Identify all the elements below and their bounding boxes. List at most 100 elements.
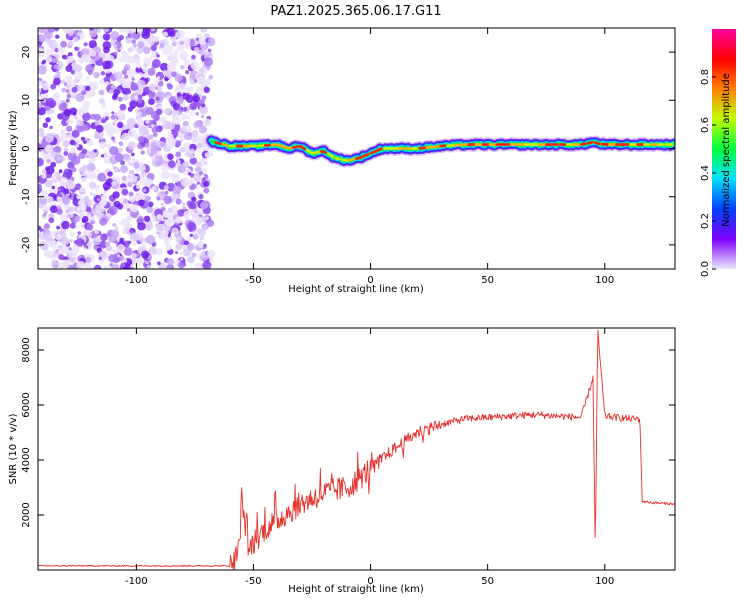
noise-speck — [54, 134, 60, 139]
noise-speck — [193, 46, 200, 53]
noise-speck — [179, 40, 184, 46]
noise-speck — [178, 112, 182, 116]
spectrogram-y-tick-label: 10 — [21, 94, 32, 107]
noise-speck — [121, 218, 130, 227]
ridge-peak — [586, 140, 594, 145]
noise-speck — [189, 208, 195, 215]
noise-speck — [122, 94, 129, 101]
noise-speck — [87, 139, 94, 147]
noise-speck — [164, 77, 169, 82]
noise-speck — [148, 83, 156, 92]
noise-speck — [180, 177, 191, 187]
snr-y-tick-label: 2000 — [21, 502, 32, 527]
noise-speck — [69, 257, 77, 264]
noise-speck — [74, 64, 83, 73]
ridge-peak — [305, 149, 314, 155]
noise-speck — [98, 141, 107, 149]
noise-speck — [71, 86, 78, 93]
noise-speck — [156, 76, 161, 81]
noise-speck — [198, 36, 207, 45]
noise-speck — [130, 264, 134, 268]
noise-speck — [163, 155, 168, 161]
noise-speck — [191, 129, 199, 138]
noise-speck — [197, 240, 205, 248]
noise-speck — [55, 70, 59, 74]
noise-speck — [65, 89, 70, 93]
noise-speck — [102, 60, 111, 70]
noise-speck — [184, 244, 188, 248]
noise-speck — [52, 131, 56, 136]
noise-speck — [167, 207, 173, 213]
snr-panel: -100 -50 0 50 100 2000 4000 6000 8000 Height of … — [8, 327, 676, 595]
noise-speck — [85, 64, 95, 74]
noise-speck — [86, 223, 94, 231]
noise-speck — [175, 140, 182, 147]
ridge-peak — [355, 155, 363, 160]
noise-speck — [174, 114, 179, 119]
noise-speck — [184, 132, 193, 141]
noise-speck — [147, 68, 156, 76]
noise-speck — [189, 201, 197, 210]
noise-speck — [119, 237, 125, 243]
noise-speck — [193, 172, 202, 182]
noise-speck — [114, 167, 120, 173]
noise-speck — [201, 168, 207, 173]
noise-speck — [136, 46, 144, 54]
noise-speck — [182, 92, 190, 100]
noise-speck — [61, 54, 67, 60]
noise-speck — [153, 36, 160, 43]
ridge-peak — [594, 141, 601, 145]
noise-speck — [80, 240, 85, 245]
noise-speck — [41, 82, 50, 91]
noise-speck — [61, 103, 67, 109]
noise-speck — [184, 240, 189, 246]
noise-speck — [137, 98, 143, 104]
noise-speck — [75, 92, 85, 102]
noise-speck — [63, 151, 69, 156]
noise-speck — [86, 75, 91, 81]
noise-speck — [51, 185, 55, 190]
noise-speck — [38, 65, 47, 75]
noise-speck — [46, 28, 56, 33]
noise-speck — [117, 186, 122, 192]
noise-speck — [198, 171, 204, 176]
noise-speck — [117, 113, 124, 120]
noise-speck — [138, 199, 145, 207]
noise-speck — [58, 254, 65, 261]
noise-speck — [132, 31, 141, 40]
ridge-peak — [327, 152, 335, 158]
noise-speck — [38, 157, 44, 167]
noise-speck — [175, 84, 181, 90]
noise-speck — [73, 70, 83, 80]
noise-speck — [156, 86, 162, 92]
noise-speck — [175, 235, 183, 244]
noise-speck — [111, 111, 115, 115]
noise-speck — [202, 225, 208, 231]
noise-speck — [151, 51, 156, 56]
ridge-peak — [277, 144, 288, 149]
noise-speck — [72, 36, 79, 43]
noise-speck — [61, 87, 67, 93]
noise-speck — [67, 214, 72, 219]
noise-speck — [189, 157, 197, 165]
noise-speck — [100, 233, 108, 242]
noise-speck — [202, 177, 206, 181]
noise-speck — [191, 196, 197, 202]
noise-speck — [145, 235, 156, 245]
noise-speck — [61, 195, 70, 204]
noise-speck — [56, 225, 60, 230]
noise-speck — [66, 125, 73, 132]
noise-speck — [54, 233, 62, 241]
noise-speck — [162, 120, 172, 130]
snr-x-tick-label: 0 — [367, 576, 373, 587]
noise-speck — [52, 92, 61, 101]
noise-speck — [53, 77, 61, 86]
ridge-peak — [432, 145, 442, 149]
noise-speck — [176, 30, 185, 39]
noise-speck — [119, 221, 124, 226]
noise-speck — [155, 223, 165, 233]
noise-speck — [68, 250, 76, 258]
noise-speck — [95, 169, 100, 174]
snr-y-tick-label: 4000 — [21, 447, 32, 472]
